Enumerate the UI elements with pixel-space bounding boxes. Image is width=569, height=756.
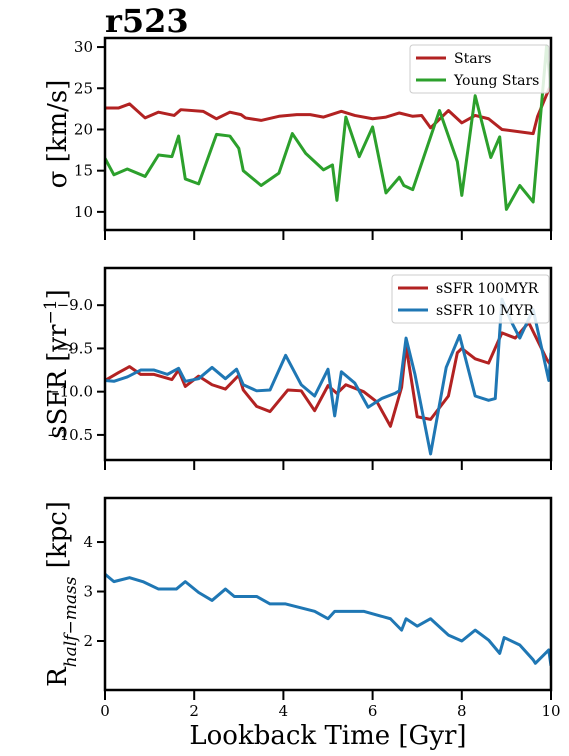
axes-frame (103, 266, 553, 462)
axes-frame (103, 496, 553, 692)
plot-area (105, 297, 551, 456)
x-axis-label: Lookback Time [Gyr] (189, 721, 466, 751)
legend-box (391, 274, 550, 324)
x-tick-label: 6 (368, 702, 378, 720)
legend-label: Young Stars (453, 73, 539, 89)
plot-area (105, 44, 551, 211)
y-axis-label-part: −1 (41, 299, 61, 324)
axes-frame (103, 36, 553, 232)
legend-label: sSFR 100MYR (436, 281, 539, 297)
series-line (105, 297, 551, 456)
y-tick-label: 3 (83, 583, 93, 601)
y-axis-label-part: σ [km/s] (43, 80, 73, 189)
y-tick-label: −10.5 (47, 426, 93, 444)
y-tick-label: −9.0 (57, 296, 93, 314)
y-tick-label: 30 (74, 38, 93, 56)
x-tick-label: 8 (457, 702, 467, 720)
x-tick-label: 10 (541, 702, 560, 720)
legend-label: sSFR 10 MYR (436, 303, 534, 319)
y-axis-label: sSFR [yr−1] (41, 289, 73, 439)
y-tick-label: 20 (74, 120, 93, 138)
y-axis-label-part: [kpc] (43, 501, 73, 577)
x-tick-label: 0 (100, 702, 110, 720)
y-axis-label: σ [km/s] (43, 80, 73, 189)
y-tick-label: −10.0 (47, 383, 93, 401)
x-tick-label: 2 (189, 702, 199, 720)
y-axis-label-part: ] (43, 289, 73, 299)
chart-title: r523 (105, 2, 189, 40)
y-axis-label-part: half−mass (61, 576, 81, 667)
x-tick-label: 4 (279, 702, 289, 720)
series-line (105, 44, 551, 211)
y-tick-label: 2 (83, 632, 93, 650)
y-tick-label: −9.5 (57, 339, 93, 357)
y-tick-label: 25 (74, 79, 93, 97)
y-tick-label: 15 (74, 162, 93, 180)
y-tick-label: 10 (74, 203, 93, 221)
plot-area (105, 573, 551, 666)
y-axis-label-part: R (43, 666, 73, 687)
legend-label: Stars (454, 51, 491, 67)
y-tick-label: 4 (83, 533, 93, 551)
series-line (105, 573, 551, 666)
y-axis-label: Rhalf−mass [kpc] (43, 501, 81, 687)
y-axis-label-part: sSFR [yr (43, 324, 73, 439)
